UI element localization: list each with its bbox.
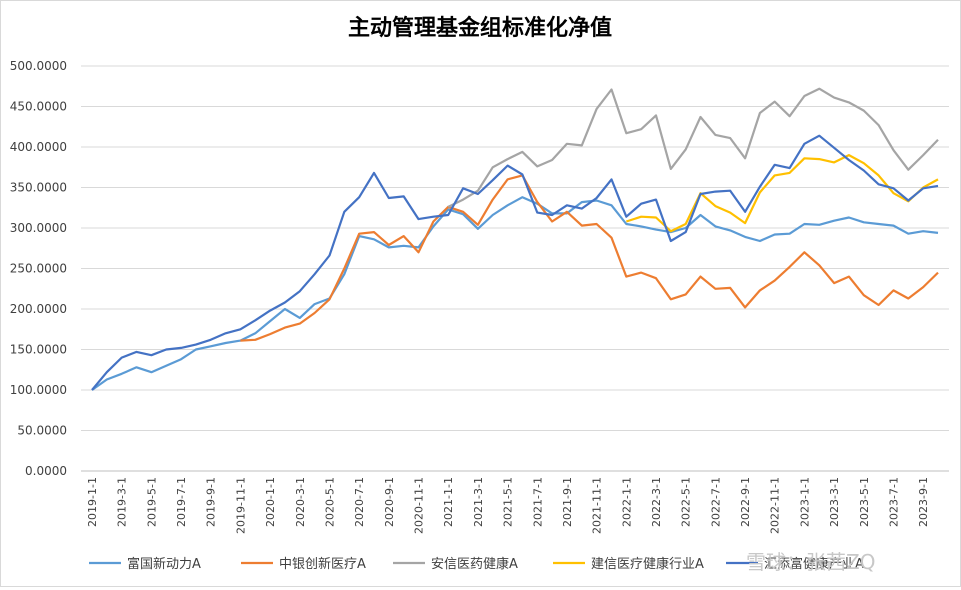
series-lines bbox=[91, 87, 939, 391]
x-tick-label: 2021-1-1 bbox=[442, 477, 455, 527]
x-tick-label: 2021-3-1 bbox=[472, 477, 485, 527]
series-line-1 bbox=[240, 174, 939, 342]
series-line-0 bbox=[91, 196, 939, 391]
gridlines bbox=[81, 65, 949, 472]
y-axis: 0.0000 50.0000 100.0000 150.0000 200.0000 250… bbox=[10, 59, 67, 478]
x-tick-label: 2023-1-1 bbox=[798, 477, 811, 527]
x-tick-label: 2019-11-1 bbox=[234, 477, 247, 534]
legend-label-2: 安信医药健康A bbox=[431, 556, 518, 572]
y-tick-label: 0.0000 bbox=[25, 464, 67, 478]
x-tick-label: 2021-5-1 bbox=[502, 477, 515, 527]
series-line-3 bbox=[625, 154, 939, 233]
x-tick-label: 2020-11-1 bbox=[413, 477, 426, 534]
x-tick-label: 2022-3-1 bbox=[650, 477, 663, 527]
x-tick-label: 2020-7-1 bbox=[353, 477, 366, 527]
x-tick-label: 2020-9-1 bbox=[383, 477, 396, 527]
x-tick-label: 2021-7-1 bbox=[531, 477, 544, 527]
x-axis: 2019-1-1 2019-3-1 2019-5-1 2019-7-1 2019-9-1… bbox=[81, 470, 949, 534]
y-tick-label: 450.0000 bbox=[10, 100, 67, 114]
x-tick-label: 2019-5-1 bbox=[145, 477, 158, 527]
x-tick-label: 2022-9-1 bbox=[739, 477, 752, 527]
x-tick-label: 2019-9-1 bbox=[205, 477, 218, 527]
legend-label-1: 中银创新医疗A bbox=[279, 556, 366, 572]
x-tick-label: 2022-7-1 bbox=[709, 477, 722, 527]
x-tick-label: 2019-1-1 bbox=[86, 477, 99, 527]
y-tick-label: 350.0000 bbox=[10, 181, 67, 195]
x-tick-label: 2023-3-1 bbox=[828, 477, 841, 527]
y-tick-label: 250.0000 bbox=[10, 262, 67, 276]
x-tick-label: 2021-9-1 bbox=[561, 477, 574, 527]
legend-label-0: 富国新动力A bbox=[127, 556, 201, 572]
x-tick-label: 2022-5-1 bbox=[680, 477, 693, 527]
watermark-text: 雪球：张茜ZQ bbox=[746, 550, 875, 574]
series-line-4 bbox=[91, 134, 939, 391]
x-tick-label: 2023-5-1 bbox=[858, 477, 871, 527]
x-tick-label: 2022-1-1 bbox=[620, 477, 633, 527]
x-tick-label: 2019-3-1 bbox=[116, 477, 129, 527]
legend-label-4: 汇添富健康产业A bbox=[764, 556, 864, 572]
y-tick-label: 200.0000 bbox=[10, 302, 67, 316]
legend-label-3: 建信医疗健康行业A bbox=[591, 556, 704, 572]
x-tick-label: 2020-1-1 bbox=[264, 477, 277, 527]
x-tick-label: 2021-11-1 bbox=[591, 477, 604, 534]
y-tick-label: 400.0000 bbox=[10, 140, 67, 154]
x-tick-label: 2020-5-1 bbox=[323, 477, 336, 527]
y-tick-label: 50.0000 bbox=[17, 424, 67, 438]
y-tick-label: 500.0000 bbox=[10, 59, 67, 73]
x-tick-label: 2019-7-1 bbox=[175, 477, 188, 527]
series-line-2 bbox=[447, 87, 939, 208]
x-tick-label: 2023-9-1 bbox=[917, 477, 930, 527]
y-tick-label: 150.0000 bbox=[10, 343, 67, 357]
chart-title: 主动管理基金组标准化净值 bbox=[348, 15, 612, 41]
x-tick-label: 2022-11-1 bbox=[769, 477, 782, 534]
x-tick-label: 2020-3-1 bbox=[294, 477, 307, 527]
x-tick-label: 2023-7-1 bbox=[887, 477, 900, 527]
legend: 富国新动力A 中银创新医疗A 安信医药健康A 建信医疗健康行业A 汇添富健康产业A bbox=[89, 556, 864, 572]
y-tick-label: 300.0000 bbox=[10, 221, 67, 235]
y-tick-label: 100.0000 bbox=[10, 383, 67, 397]
